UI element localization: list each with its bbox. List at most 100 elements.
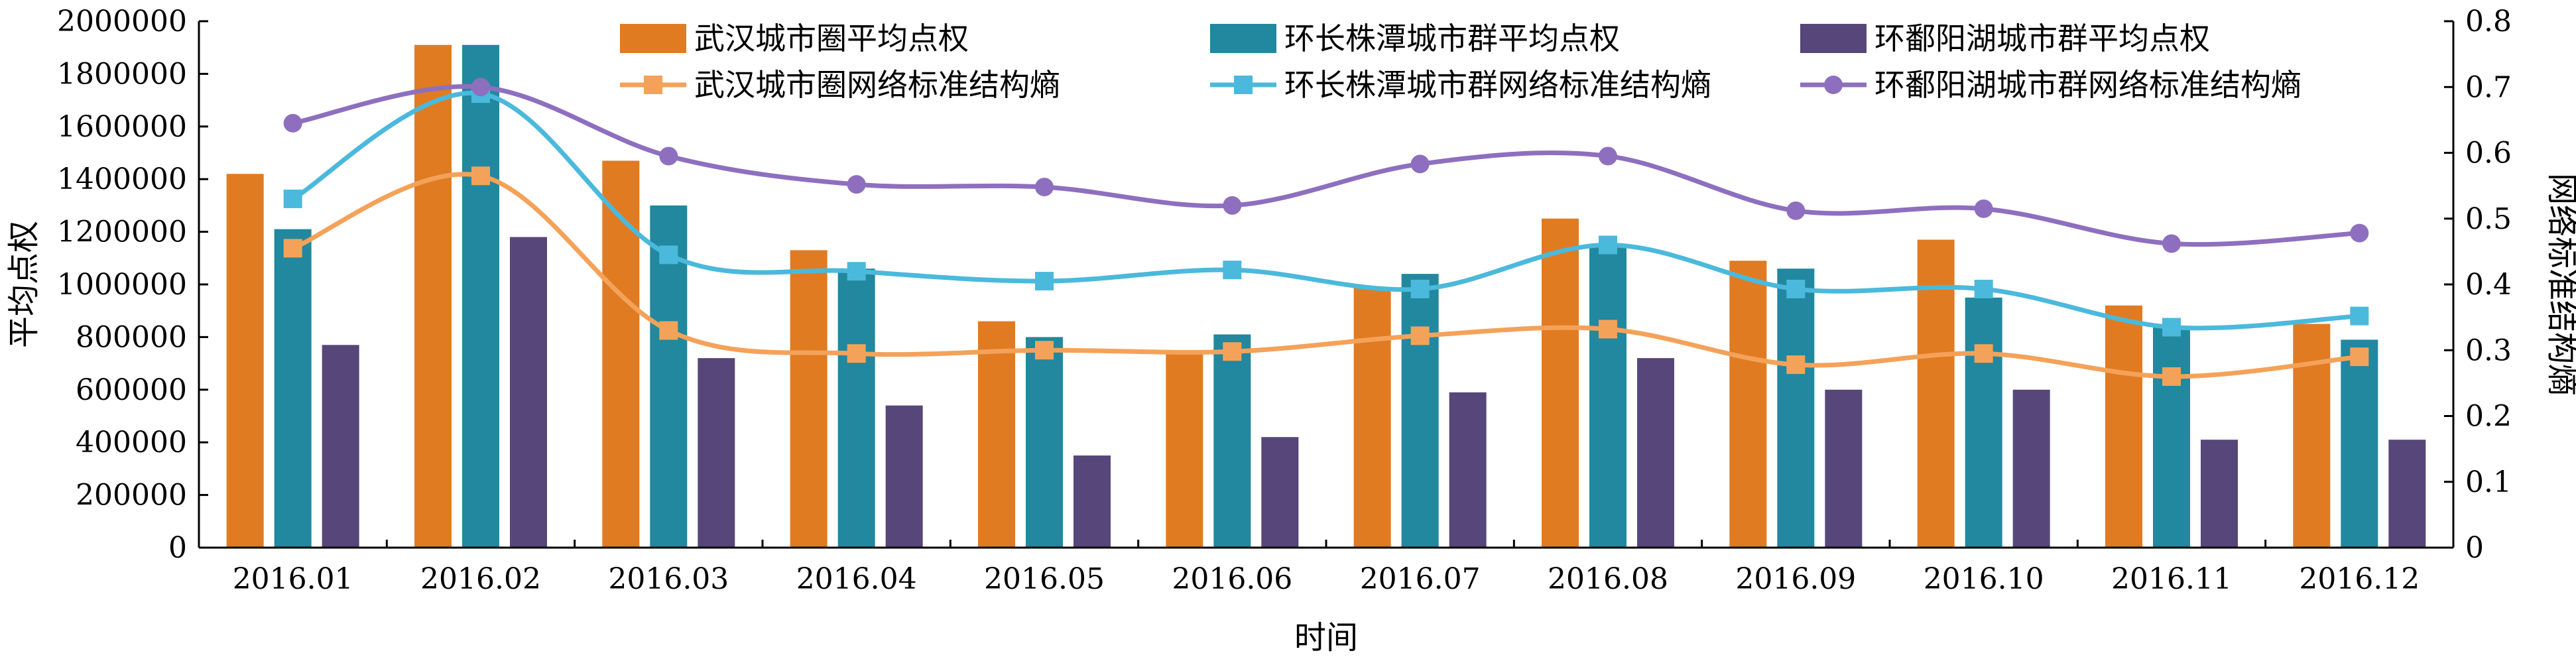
bar (2293, 324, 2331, 548)
legend-marker (644, 76, 662, 94)
bar (2388, 440, 2426, 548)
x-axis-title: 时间 (1294, 619, 1358, 656)
line-point (1599, 320, 1617, 339)
line-point (1599, 147, 1617, 166)
line-point (2162, 234, 2181, 253)
y-right-tick-label: 0.8 (2465, 5, 2512, 38)
bar (2012, 389, 2050, 548)
line-point (2350, 223, 2369, 243)
bar (885, 405, 923, 548)
bar (1965, 297, 2002, 548)
y-left-tick-label: 1600000 (57, 110, 187, 144)
axes: 0 200000 400000 600000 800000 1000000 1200000 1… (57, 5, 2512, 596)
x-tick-label: 2016.07 (1360, 562, 1481, 596)
line-point (1223, 261, 1242, 280)
y-right-tick-label: 0.7 (2465, 70, 2512, 104)
bar-layer (226, 44, 2426, 548)
bar (1213, 334, 1251, 548)
line-point (659, 321, 678, 340)
bar (1777, 269, 1815, 548)
y-right-tick-label: 0.4 (2465, 268, 2512, 302)
y-axis-right-title: 网络标准结构熵 (2544, 173, 2576, 396)
bar (2105, 305, 2142, 548)
line-point (1410, 154, 1430, 174)
bar (2201, 440, 2238, 548)
y-left-tick-label: 600000 (76, 373, 187, 407)
legend-swatch (620, 24, 686, 53)
line-point (1974, 279, 1993, 298)
line-point (1035, 178, 1054, 197)
y-right-tick-label: 0.1 (2465, 465, 2512, 499)
line-point (1223, 196, 1242, 215)
line-point (1410, 279, 1430, 298)
series-line (291, 90, 2360, 331)
series-line (292, 172, 2360, 379)
legend-swatch (1800, 24, 1867, 53)
line-point (1410, 326, 1430, 345)
x-tick-label: 2016.11 (2111, 562, 2232, 596)
y-left-tick-label: 1000000 (57, 268, 187, 302)
line-point (2162, 367, 2181, 386)
y-left-tick-label: 1200000 (57, 215, 187, 249)
legend-marker (1234, 76, 1253, 94)
line-point (659, 245, 678, 265)
legend-label: 环长株潭城市群平均点权 (1284, 21, 1620, 56)
y-left-tick-label: 0 (168, 531, 187, 565)
line-point (847, 262, 866, 281)
legend-label: 武汉城市圈网络标准结构熵 (694, 67, 1060, 103)
bar (978, 321, 1015, 548)
bar (1401, 274, 1439, 548)
line-point (283, 189, 302, 208)
x-tick-label: 2016.01 (233, 562, 353, 596)
x-tick-label: 2016.04 (796, 562, 917, 596)
legend-label: 环长株潭城市群网络标准结构熵 (1284, 67, 1711, 103)
y-left-tick-label: 200000 (76, 479, 187, 512)
legend-swatch (1210, 24, 1276, 53)
bar (462, 44, 499, 548)
line-point (659, 147, 678, 166)
bar (1825, 389, 1863, 548)
bar (1729, 261, 1767, 548)
y-right-tick-label: 0.3 (2465, 333, 2512, 367)
line-point (1786, 355, 1806, 375)
line-point (1223, 342, 1242, 361)
y-left-tick-label: 800000 (76, 320, 187, 354)
bar (1353, 286, 1391, 548)
legend-label: 环鄱阳湖城市群网络标准结构熵 (1874, 67, 2301, 103)
bar (1917, 239, 1955, 548)
bar (1073, 455, 1111, 548)
bar (2153, 326, 2190, 548)
x-tick-label: 2016.06 (1172, 562, 1292, 596)
line-point (1974, 199, 1993, 218)
y-right-tick-label: 0.5 (2465, 202, 2512, 236)
y-axis-left-title: 平均点权 (5, 221, 42, 348)
y-left-tick-label: 1800000 (57, 57, 187, 91)
line-point (471, 166, 490, 186)
bar (1542, 218, 1579, 548)
line-point (1035, 272, 1054, 291)
bar (790, 250, 828, 548)
bar (602, 160, 640, 548)
bar (414, 44, 452, 548)
bar (1589, 245, 1626, 548)
bar (1026, 337, 1063, 548)
line-layer (283, 78, 2369, 386)
line-point (1974, 344, 1993, 363)
x-tick-label: 2016.02 (420, 562, 541, 596)
bar (274, 229, 312, 548)
line-point (2350, 306, 2369, 326)
bar (1261, 437, 1299, 548)
bar (698, 358, 735, 548)
x-tick-label: 2016.10 (1924, 562, 2044, 596)
bar (1637, 358, 1674, 548)
line-point (2162, 318, 2181, 337)
y-right-tick-label: 0.2 (2465, 400, 2512, 434)
legend: 武汉城市圈平均点权 环长株潭城市群平均点权 环鄱阳湖城市群平均点权武汉城市圈网络标准… (620, 21, 2301, 103)
bar (322, 345, 359, 548)
y-right-tick-label: 0 (2465, 531, 2484, 565)
y-right-tick-label: 0.6 (2465, 137, 2512, 170)
x-tick-label: 2016.05 (984, 562, 1105, 596)
legend-marker (1824, 76, 1843, 94)
line-point (1599, 235, 1617, 255)
line-point (283, 239, 302, 258)
